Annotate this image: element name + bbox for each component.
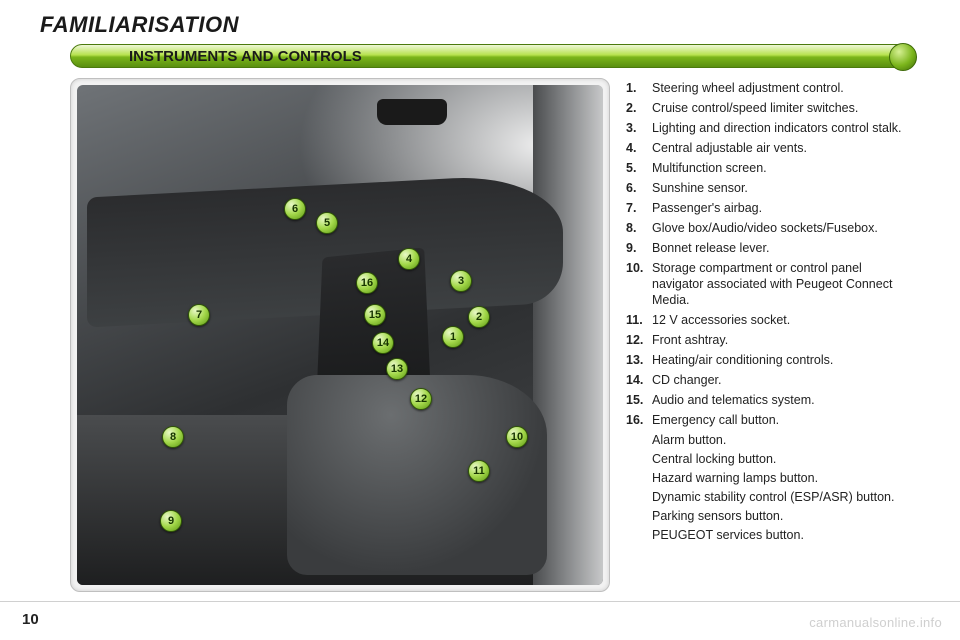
list-item-text: Central adjustable air vents. — [652, 140, 916, 156]
list-item: 14.CD changer. — [626, 372, 916, 388]
list-item-number: 14. — [626, 372, 652, 388]
list-item-number: 11. — [626, 312, 652, 328]
list-item-text: Front ashtray. — [652, 332, 916, 348]
section-header-bar: INSTRUMENTS AND CONTROLS — [70, 44, 916, 68]
list-item-number: 13. — [626, 352, 652, 368]
list-item: 1.Steering wheel adjustment control. — [626, 80, 916, 96]
list-item: 8.Glove box/Audio/video sockets/Fusebox. — [626, 220, 916, 236]
list-item-text: Audio and telematics system. — [652, 392, 916, 408]
list-item: 9.Bonnet release lever. — [626, 240, 916, 256]
list-item: 5.Multifunction screen. — [626, 160, 916, 176]
list-item-number: 2. — [626, 100, 652, 116]
list-item-number: 16. — [626, 412, 652, 428]
list-item-number: 10. — [626, 260, 652, 308]
list-subitem: Parking sensors button. — [652, 508, 916, 524]
list-item-text: Cruise control/speed limiter switches. — [652, 100, 916, 116]
interior-diagram: 12345678910111213141516 — [77, 85, 603, 585]
list-item-text: 12 V accessories socket. — [652, 312, 916, 328]
list-subitem: Alarm button. — [652, 432, 916, 448]
list-item-text: Bonnet release lever. — [652, 240, 916, 256]
list-item-number: 8. — [626, 220, 652, 236]
list-item: 10.Storage compartment or control panel … — [626, 260, 916, 308]
list-subitem: PEUGEOT services button. — [652, 527, 916, 543]
list-item: 2.Cruise control/speed limiter switches. — [626, 100, 916, 116]
list-item-number: 15. — [626, 392, 652, 408]
footer-rule — [0, 601, 960, 602]
list-item: 3.Lighting and direction indicators cont… — [626, 120, 916, 136]
page-title: FAMILIARISATION — [40, 12, 936, 38]
list-item-number: 5. — [626, 160, 652, 176]
list-item-text: Glove box/Audio/video sockets/Fusebox. — [652, 220, 916, 236]
list-item-number: 9. — [626, 240, 652, 256]
list-item-number: 3. — [626, 120, 652, 136]
controls-list: 1.Steering wheel adjustment control.2.Cr… — [626, 78, 916, 592]
list-item-text: Heating/air conditioning controls. — [652, 352, 916, 368]
list-item-number: 6. — [626, 180, 652, 196]
list-item-number: 12. — [626, 332, 652, 348]
diagram-callout: 2 — [468, 306, 490, 328]
list-item: 15.Audio and telematics system. — [626, 392, 916, 408]
page-number: 10 — [22, 611, 39, 628]
list-subitem: Dynamic stability control (ESP/ASR) butt… — [652, 489, 916, 505]
watermark: carmanualsonline.info — [809, 615, 942, 630]
list-item-text: Emergency call button. — [652, 412, 916, 428]
list-item-text: Passenger's airbag. — [652, 200, 916, 216]
list-item-number: 7. — [626, 200, 652, 216]
list-subitem: Hazard warning lamps button. — [652, 470, 916, 486]
list-item-text: CD changer. — [652, 372, 916, 388]
diagram-seat — [287, 375, 547, 575]
diagram-callout: 1 — [442, 326, 464, 348]
section-bar-endcap — [889, 43, 917, 71]
list-item-text: Sunshine sensor. — [652, 180, 916, 196]
diagram-panel: 12345678910111213141516 — [70, 78, 610, 592]
list-item: 12.Front ashtray. — [626, 332, 916, 348]
list-subitem: Central locking button. — [652, 451, 916, 467]
list-item: 13.Heating/air conditioning controls. — [626, 352, 916, 368]
list-item-text: Storage compartment or control panel nav… — [652, 260, 916, 308]
list-item-text: Lighting and direction indicators contro… — [652, 120, 916, 136]
diagram-mirror — [377, 99, 447, 125]
section-title: INSTRUMENTS AND CONTROLS — [71, 48, 362, 65]
list-item: 7.Passenger's airbag. — [626, 200, 916, 216]
list-item: 6.Sunshine sensor. — [626, 180, 916, 196]
list-item: 4.Central adjustable air vents. — [626, 140, 916, 156]
list-item: 16.Emergency call button. — [626, 412, 916, 428]
list-item: 11.12 V accessories socket. — [626, 312, 916, 328]
list-item-number: 4. — [626, 140, 652, 156]
list-item-text: Steering wheel adjustment control. — [652, 80, 916, 96]
content-row: 12345678910111213141516 1.Steering wheel… — [70, 78, 916, 592]
list-item-number: 1. — [626, 80, 652, 96]
list-item-text: Multifunction screen. — [652, 160, 916, 176]
